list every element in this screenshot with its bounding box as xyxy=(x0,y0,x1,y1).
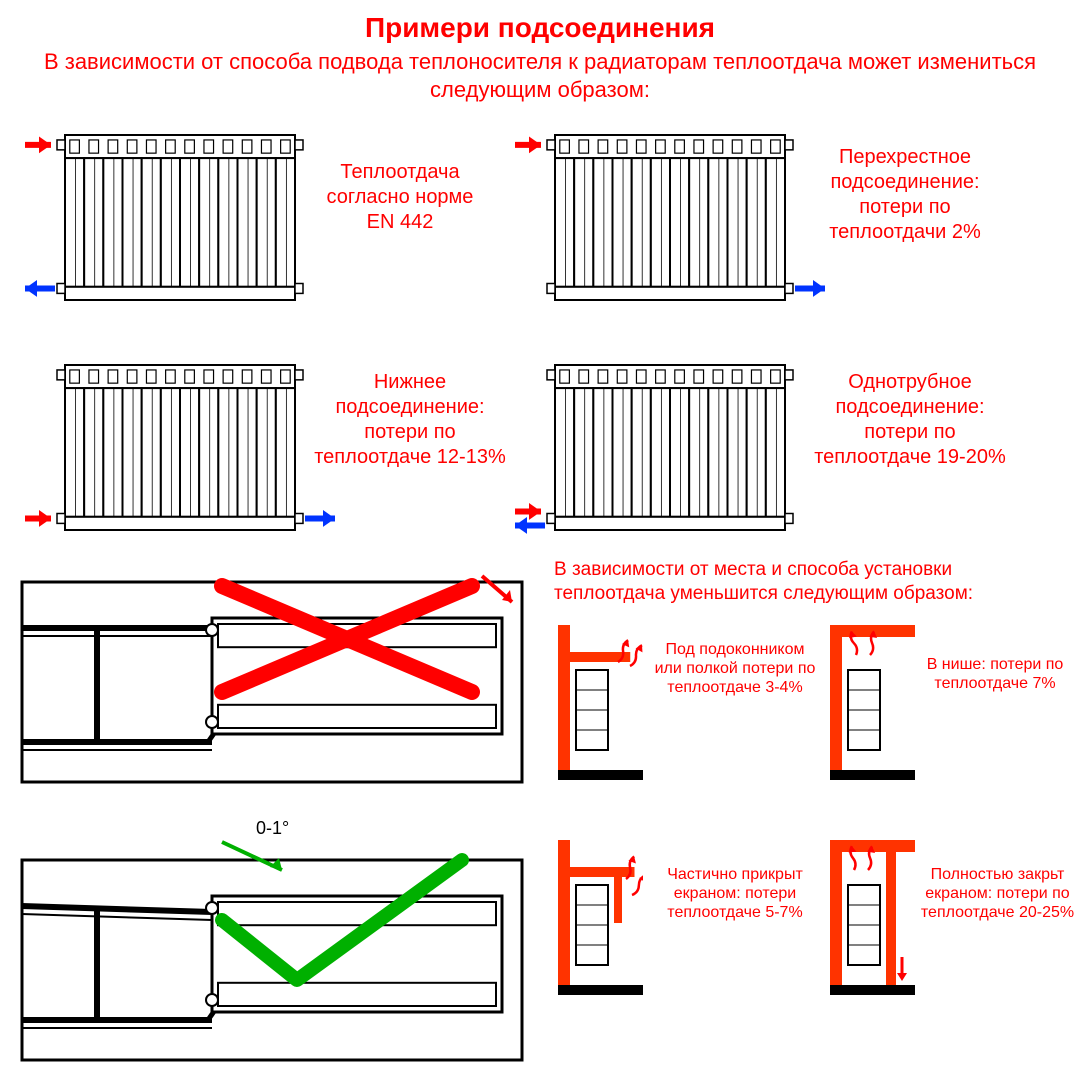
placement-label: Под подоконником или полкой потери по те… xyxy=(650,640,820,698)
angle-label: 0-1° xyxy=(256,818,289,839)
radiator-label: Теплоотдача согласно норме EN 442 xyxy=(310,160,490,235)
placement-diagram xyxy=(830,625,915,785)
placement-diagram xyxy=(830,840,915,1000)
placement-label: Полностью закрьт екраном: потери по тепл… xyxy=(915,865,1080,923)
radiator-label: Однотрубное подсоединение: потери по теп… xyxy=(805,370,1015,470)
radiator-diagram xyxy=(515,360,825,550)
placement-label: Частично прикрыт екраном: потери теплоот… xyxy=(650,865,820,923)
install-note: В зависимости от места и способа установ… xyxy=(554,558,1054,606)
radiator-diagram xyxy=(25,130,335,320)
radiator-diagram xyxy=(25,360,335,550)
page-subtitle: В зависимости от способа подвода теплоно… xyxy=(0,44,1080,103)
right-install-diagram xyxy=(22,840,522,1075)
placement-diagram xyxy=(558,840,643,1000)
placement-label: В нише: потери по теплоотдаче 7% xyxy=(920,655,1070,693)
radiator-label: Перехрестное подсоединение: потери по те… xyxy=(805,145,1005,245)
radiator-label: Нижнее подсоединение: потери по теплоотд… xyxy=(310,370,510,470)
wrong-install-diagram xyxy=(22,562,522,797)
placement-diagram xyxy=(558,625,643,785)
radiator-diagram xyxy=(515,130,825,320)
page-title: Примери подсоединения xyxy=(0,0,1080,44)
